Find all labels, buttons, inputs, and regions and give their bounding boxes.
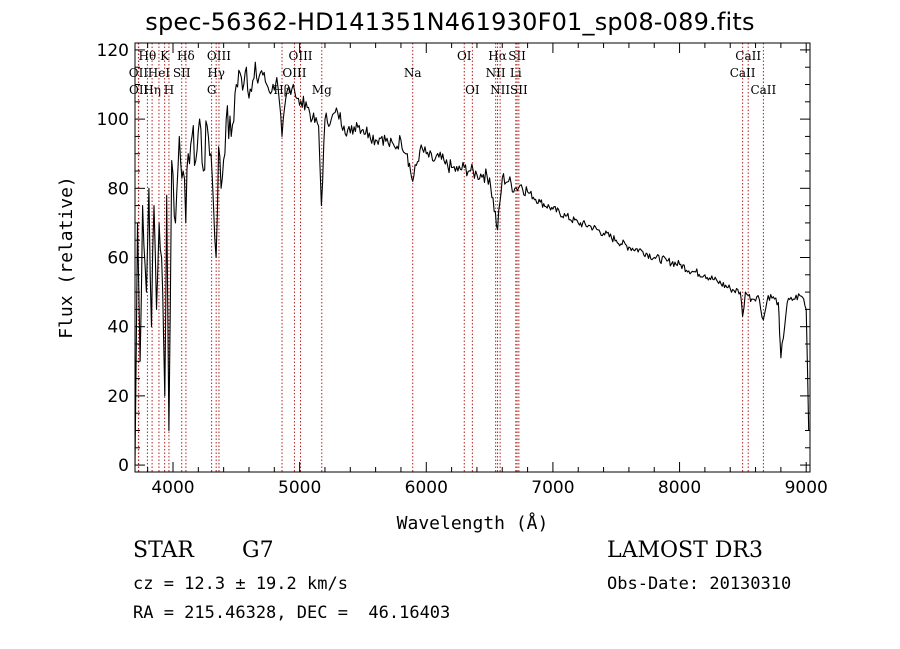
y-tick-label: 20 xyxy=(107,387,129,407)
line-marker-label: CaII xyxy=(730,66,756,80)
line-marker-label: NII xyxy=(486,66,506,80)
line-marker-label: OII xyxy=(129,83,149,97)
y-tick-label: 120 xyxy=(97,41,129,61)
y-tick-label: 0 xyxy=(118,456,129,476)
x-tick-label: 7000 xyxy=(531,478,574,498)
line-marker-label: Hθ xyxy=(139,49,157,63)
redshift-text: cz = 12.3 ± 19.2 km/s xyxy=(133,574,348,594)
x-tick-label: 6000 xyxy=(405,478,448,498)
subclass: G7 xyxy=(242,538,274,563)
line-marker-label: Hγ xyxy=(207,66,225,80)
line-marker-label: G xyxy=(207,83,217,97)
x-axis-label: Wavelength (Å) xyxy=(397,512,549,534)
x-tick-label: 5000 xyxy=(278,478,321,498)
line-marker-label: K xyxy=(160,49,170,63)
y-tick-label: 40 xyxy=(107,318,129,338)
line-marker-label: Na xyxy=(404,66,422,80)
line-marker-label: Li xyxy=(510,66,522,80)
y-tick-label: 80 xyxy=(107,179,129,199)
x-tick-label: 8000 xyxy=(658,478,701,498)
chart-title: spec-56362-HD141351N461930F01_sp08-089.f… xyxy=(145,8,755,36)
line-marker-label: SII xyxy=(508,49,526,63)
obs-date-text: Obs-Date: 20130310 xyxy=(607,574,792,594)
line-marker-label: NII xyxy=(490,83,510,97)
y-axis-label: Flux (relative) xyxy=(56,176,77,339)
line-marker-label: OII xyxy=(129,66,149,80)
line-marker-label: CaII xyxy=(735,49,761,63)
line-marker-label: H xyxy=(164,83,174,97)
line-marker-label: Hδ xyxy=(177,49,195,63)
line-marker-label: Hα xyxy=(488,49,507,63)
x-tick-label: 4000 xyxy=(151,478,194,498)
line-marker-label: OI xyxy=(465,83,480,97)
line-marker-label: Mg xyxy=(312,83,332,97)
line-marker-label: OIII xyxy=(288,49,312,63)
line-marker-label: Hη xyxy=(143,83,161,97)
survey-label: LAMOST DR3 xyxy=(607,538,763,563)
line-marker-label: OIII xyxy=(207,49,231,63)
x-tick-label: 9000 xyxy=(785,478,828,498)
line-marker-label: CaII xyxy=(750,83,776,97)
coordinates-text: RA = 215.46328, DEC = 46.16403 xyxy=(133,603,451,623)
line-marker-label: OIII xyxy=(282,66,306,80)
line-marker-label: OI xyxy=(457,49,472,63)
line-marker-label: SII xyxy=(510,83,528,97)
line-marker-label: HeI xyxy=(148,66,171,80)
y-tick-label: 100 xyxy=(97,110,129,130)
line-marker-label: SII xyxy=(173,66,191,80)
spectrum-line xyxy=(134,61,810,466)
object-class: STAR xyxy=(133,538,194,563)
y-tick-label: 60 xyxy=(107,249,129,269)
